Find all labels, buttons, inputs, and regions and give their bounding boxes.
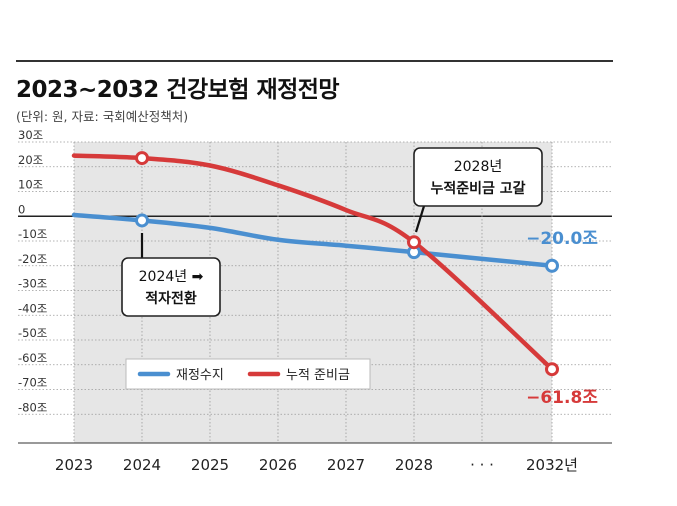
x-tick-label: 2028	[395, 456, 433, 474]
annotation-callout: 2024년 ➡ 적자전환	[121, 233, 221, 317]
balance-marker	[545, 258, 559, 273]
x-tick-label: 2026	[259, 456, 297, 474]
callout-pointer	[414, 205, 426, 233]
x-tick-label: 2032년	[526, 456, 578, 474]
x-tick-label: 2023	[55, 456, 93, 474]
end-value-label: −61.8조	[526, 388, 598, 408]
callout-text: 2028년	[454, 159, 503, 175]
title-rule	[16, 60, 613, 62]
y-tick-label: 0	[18, 202, 25, 216]
x-tick-label: 2024	[123, 456, 161, 474]
reserve-marker	[135, 151, 149, 166]
y-tick-label: -40조	[18, 301, 47, 315]
y-tick-label: -70조	[18, 376, 47, 390]
y-tick-label: 20조	[18, 153, 43, 167]
legend: 재정수지 누적 준비금	[125, 358, 371, 390]
y-tick-label: -80조	[18, 400, 47, 414]
y-tick-label: 30조	[18, 128, 43, 142]
callout-text: 누적준비금 고갈	[430, 180, 525, 197]
y-tick-label: -10조	[18, 227, 47, 241]
y-tick-label: -30조	[18, 277, 47, 291]
y-tick-label: -20조	[18, 252, 47, 266]
y-tick-label: 10조	[18, 178, 43, 192]
callout-box	[121, 257, 221, 317]
x-tick-label: 2025	[191, 456, 229, 474]
x-tick-label: · · ·	[470, 456, 494, 474]
callout-text: 적자전환	[145, 290, 197, 307]
callout-box	[413, 147, 543, 207]
end-value-label: −20.0조	[526, 229, 598, 249]
legend-label: 재정수지	[176, 368, 224, 383]
chart-title: 2023~2032 건강보험 재정전망	[16, 77, 340, 103]
chart-subtitle: (단위: 원, 자료: 국회예산정책처)	[16, 109, 189, 124]
balance-marker	[135, 213, 149, 228]
x-tick-label: 2027	[327, 456, 365, 474]
legend-label: 누적 준비금	[286, 368, 350, 383]
y-tick-label: -50조	[18, 326, 47, 340]
reserve-marker	[407, 235, 421, 250]
callout-text: 2024년 ➡	[139, 269, 204, 285]
y-tick-label: -60조	[18, 351, 47, 365]
reserve-marker	[545, 362, 559, 377]
